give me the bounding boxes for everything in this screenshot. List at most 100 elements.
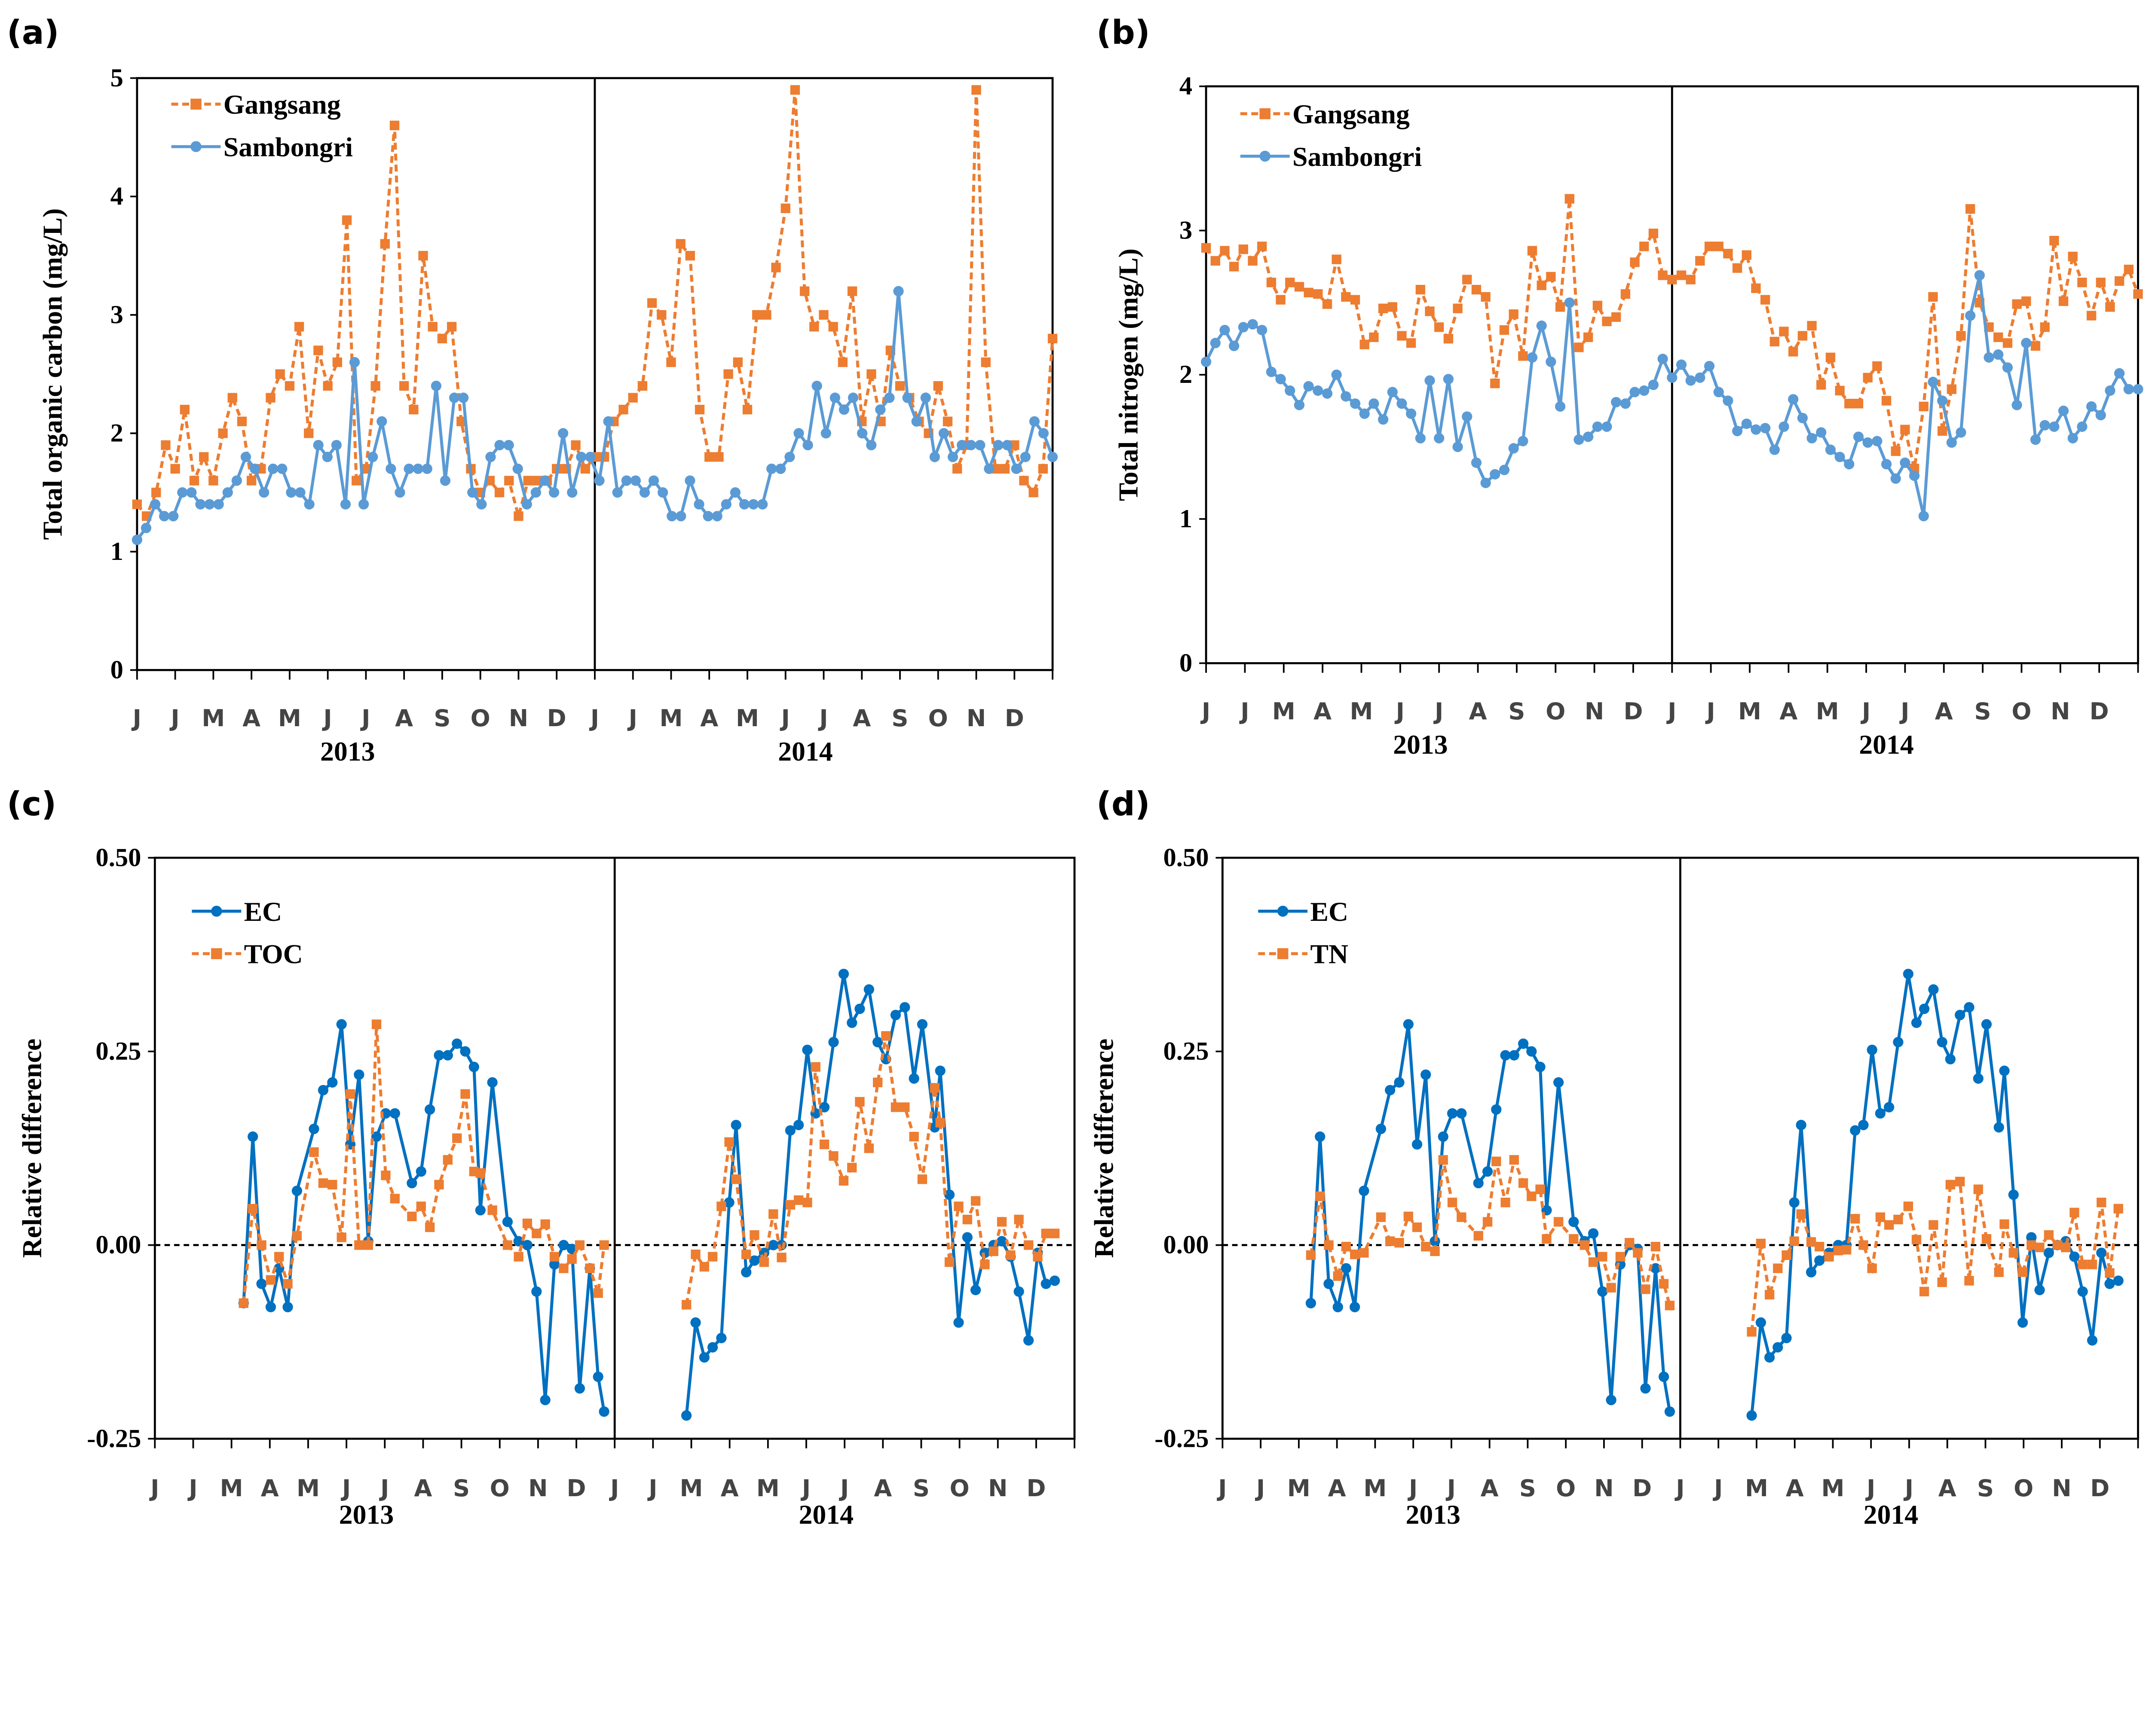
panel-label: (d): [1096, 785, 1150, 823]
data-point: [1396, 398, 1407, 409]
data-point: [1518, 1178, 1528, 1188]
data-point: [2052, 1240, 2063, 1250]
x-tick-label: O: [471, 705, 490, 732]
x-tick-label: M: [202, 705, 225, 732]
x-tick-label: J: [1712, 1475, 1723, 1502]
data-point: [1313, 385, 1323, 396]
data-point: [1872, 361, 1882, 371]
data-point: [533, 476, 542, 486]
data-point: [741, 1267, 752, 1278]
data-point: [428, 322, 438, 332]
data-point: [268, 463, 279, 474]
data-point: [1741, 419, 1752, 429]
legend-label: EC: [244, 896, 282, 927]
data-point: [1029, 416, 1040, 427]
data-point: [785, 1125, 796, 1136]
data-point: [1482, 1217, 1493, 1227]
data-point: [266, 1275, 276, 1285]
data-point: [1406, 408, 1417, 419]
data-point: [1491, 1156, 1501, 1166]
data-point: [1965, 310, 1976, 321]
x-tick-label: S: [913, 1475, 930, 1502]
series-line: [685, 973, 1056, 1416]
data-point: [283, 1279, 293, 1289]
data-point: [866, 369, 876, 379]
data-point: [1257, 324, 1267, 336]
data-point: [567, 487, 578, 498]
data-point: [1500, 1050, 1511, 1061]
x-tick-label: M: [736, 705, 759, 732]
data-point: [1782, 1250, 1791, 1260]
data-point: [839, 404, 850, 415]
data-point: [150, 499, 161, 510]
data-point: [1606, 1394, 1616, 1406]
data-point: [447, 322, 457, 332]
data-point: [2077, 421, 2088, 432]
data-point: [731, 1119, 741, 1131]
data-point: [1945, 1180, 1955, 1190]
x-tick-label: A: [1469, 698, 1487, 725]
data-point: [1229, 340, 1240, 351]
panel-c: (c)-0.250.000.250.50J J M A M J J A S O N D J J M A M J J A…: [7, 785, 1076, 1530]
y-tick-label: 1: [1179, 504, 1192, 533]
x-tick-label: N: [509, 705, 528, 732]
x-tick-label: O: [2011, 698, 2031, 725]
y-tick-label: 0.25: [1163, 1037, 1209, 1066]
x-tick-label: S: [1508, 698, 1525, 725]
data-point: [2114, 368, 2125, 379]
data-point: [1394, 1077, 1405, 1088]
x-tick-label: M: [1363, 1475, 1387, 1502]
data-point: [1964, 1276, 1974, 1286]
data-point: [571, 440, 581, 450]
data-point: [522, 1218, 533, 1229]
data-point: [891, 1102, 900, 1112]
data-point: [1598, 1252, 1607, 1262]
data-point: [1620, 398, 1631, 409]
data-point: [395, 487, 405, 498]
data-point: [460, 1046, 471, 1057]
data-point: [1247, 319, 1258, 330]
data-point: [920, 392, 931, 403]
data-point: [1732, 263, 1742, 273]
series-tn: [1306, 1154, 2123, 1337]
data-point: [1853, 399, 1864, 409]
data-point: [819, 310, 829, 320]
data-point: [1875, 1108, 1886, 1119]
data-point: [409, 405, 419, 415]
data-point: [1313, 289, 1323, 299]
data-point: [1473, 1178, 1484, 1189]
panel-label: (a): [7, 14, 59, 52]
data-point: [256, 1278, 267, 1289]
data-point: [872, 1037, 883, 1048]
x-tick-label: N: [528, 1475, 548, 1502]
data-point: [274, 1252, 284, 1262]
data-point: [1033, 1252, 1043, 1262]
data-point: [424, 1104, 435, 1115]
data-point: [1010, 440, 1019, 450]
data-point: [1041, 1278, 1051, 1289]
data-point: [1858, 1240, 1868, 1250]
data-point: [1397, 331, 1407, 341]
data-point: [1229, 262, 1239, 272]
data-point: [530, 487, 541, 498]
data-point: [2026, 1232, 2037, 1243]
data-point: [2087, 1259, 2097, 1269]
data-point: [1884, 1220, 1894, 1230]
x-tick-label: M: [1821, 1475, 1844, 1502]
data-point: [1639, 241, 1649, 251]
data-point: [1946, 437, 1957, 448]
data-point: [1403, 1211, 1413, 1221]
legend-label: EC: [1310, 896, 1348, 927]
data-point: [1331, 370, 1342, 380]
data-point: [354, 1240, 364, 1250]
x-tick-label: D: [1623, 698, 1643, 725]
data-point: [1620, 289, 1631, 299]
data-point: [575, 1240, 585, 1250]
data-point: [1569, 1234, 1579, 1244]
data-point: [1412, 1222, 1422, 1232]
data-point: [304, 428, 314, 438]
x-tick-label: A: [1779, 698, 1797, 725]
data-point: [599, 1406, 609, 1417]
y-tick-label: 3: [110, 300, 123, 329]
data-point: [1341, 1241, 1351, 1252]
